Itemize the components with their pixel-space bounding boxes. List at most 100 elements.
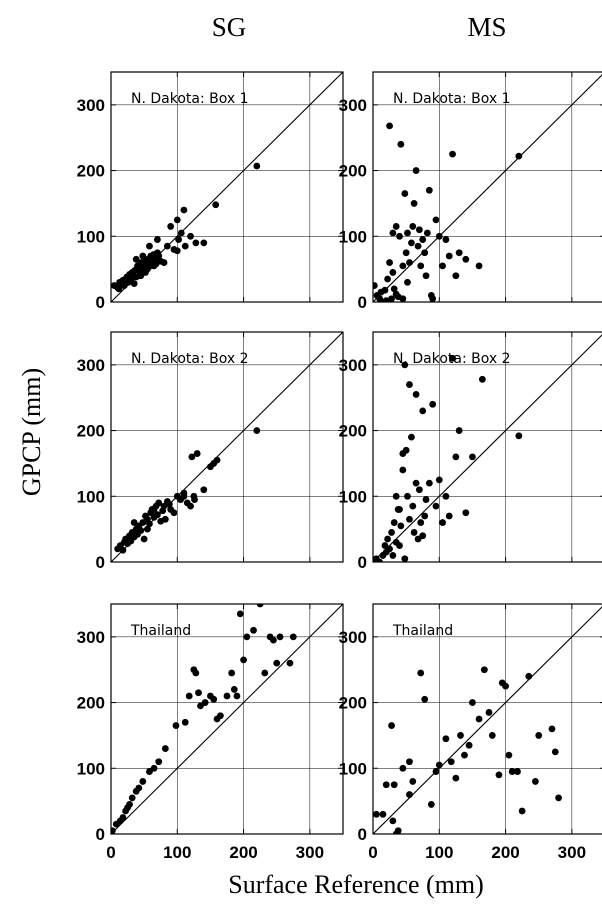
data-point	[390, 781, 398, 789]
panel-sg-n-dakota-box-2: N. Dakota: Box 2 0 100 200 300	[77, 331, 344, 572]
data-point	[130, 519, 138, 526]
data-point	[177, 229, 185, 237]
data-point	[425, 479, 433, 487]
data-point	[514, 768, 521, 775]
data-point	[150, 764, 158, 772]
data-point	[191, 496, 198, 503]
data-point	[286, 659, 294, 667]
y-tick-label: 100	[77, 227, 105, 246]
data-point	[465, 741, 473, 749]
data-point	[427, 801, 435, 808]
data-point	[167, 223, 175, 230]
data-point	[382, 297, 390, 302]
data-point	[409, 778, 417, 785]
panel-label: Thailand	[392, 623, 453, 639]
data-point	[273, 659, 281, 667]
data-point	[416, 486, 423, 494]
column-title-ms: MS	[467, 12, 506, 42]
y-tick-label: 300	[339, 628, 367, 647]
data-point	[406, 791, 413, 798]
data-point	[210, 695, 218, 703]
panel-frame	[110, 71, 344, 303]
y-tick-label: 200	[77, 422, 105, 441]
data-point	[401, 190, 409, 197]
data-point	[388, 722, 395, 729]
data-point	[452, 453, 460, 461]
data-point	[551, 748, 559, 756]
data-point	[250, 626, 257, 634]
data-point	[146, 520, 153, 528]
data-point	[429, 295, 437, 302]
scatter-panels: N. Dakota: Box 1 0 100 200 300 N. Dakota: Box…	[77, 71, 602, 862]
data-point	[419, 532, 427, 540]
data-point	[432, 502, 440, 510]
x-tick-label: 200	[491, 843, 519, 862]
panel-label: N. Dakota: Box 2	[131, 351, 249, 367]
data-point	[449, 354, 456, 362]
data-point	[384, 275, 391, 283]
data-point	[404, 278, 411, 286]
x-tick-label: 100	[163, 843, 191, 862]
data-point	[155, 252, 163, 260]
data-point	[127, 275, 135, 283]
data-point	[139, 252, 147, 260]
data-point	[160, 259, 168, 266]
data-point	[452, 272, 460, 280]
data-point	[373, 810, 380, 818]
data-point	[233, 692, 241, 700]
data-point	[421, 249, 429, 257]
data-point	[414, 242, 422, 250]
data-point	[525, 672, 533, 680]
data-point	[409, 502, 417, 510]
data-point	[423, 229, 431, 237]
data-point	[111, 827, 116, 834]
data-point	[276, 633, 284, 641]
x-tick-label: 0	[106, 843, 115, 862]
data-point	[181, 718, 189, 726]
data-point	[396, 542, 403, 549]
y-tick-label: 100	[339, 487, 367, 506]
panel-label: N. Dakota: Box 1	[131, 91, 249, 107]
data-point	[449, 150, 456, 158]
data-point	[409, 223, 417, 230]
data-point	[447, 758, 455, 766]
data-point	[406, 515, 413, 523]
panel-label: N. Dakota: Box 1	[393, 91, 511, 107]
data-point	[373, 282, 378, 289]
data-point	[382, 781, 390, 789]
data-point	[180, 492, 188, 500]
panel-label: Thailand	[130, 623, 191, 639]
data-point	[397, 140, 405, 148]
data-point	[555, 794, 562, 802]
data-point	[389, 817, 397, 825]
data-point	[192, 239, 200, 247]
y-tick-label: 0	[358, 825, 367, 844]
data-point	[399, 295, 407, 302]
data-point	[532, 778, 539, 785]
data-point	[150, 506, 158, 513]
data-point	[435, 761, 443, 769]
data-point	[188, 453, 196, 461]
panel-frame	[372, 71, 602, 303]
data-point	[416, 226, 423, 234]
data-point	[236, 610, 244, 618]
one-to-one-line	[373, 334, 602, 562]
data-point	[548, 725, 556, 733]
data-point	[475, 715, 483, 723]
data-point	[425, 186, 433, 194]
data-point	[139, 778, 147, 785]
data-point	[422, 272, 430, 280]
y-tick-label: 0	[96, 293, 105, 312]
data-point	[193, 450, 201, 457]
data-point	[410, 529, 418, 536]
data-point	[404, 492, 411, 500]
data-point	[115, 285, 123, 293]
data-point	[417, 669, 425, 677]
data-point	[406, 259, 413, 266]
data-point	[396, 232, 403, 240]
x-tick-label: 300	[558, 843, 586, 862]
data-point	[445, 512, 453, 520]
data-point	[154, 511, 161, 519]
data-point	[394, 827, 402, 834]
